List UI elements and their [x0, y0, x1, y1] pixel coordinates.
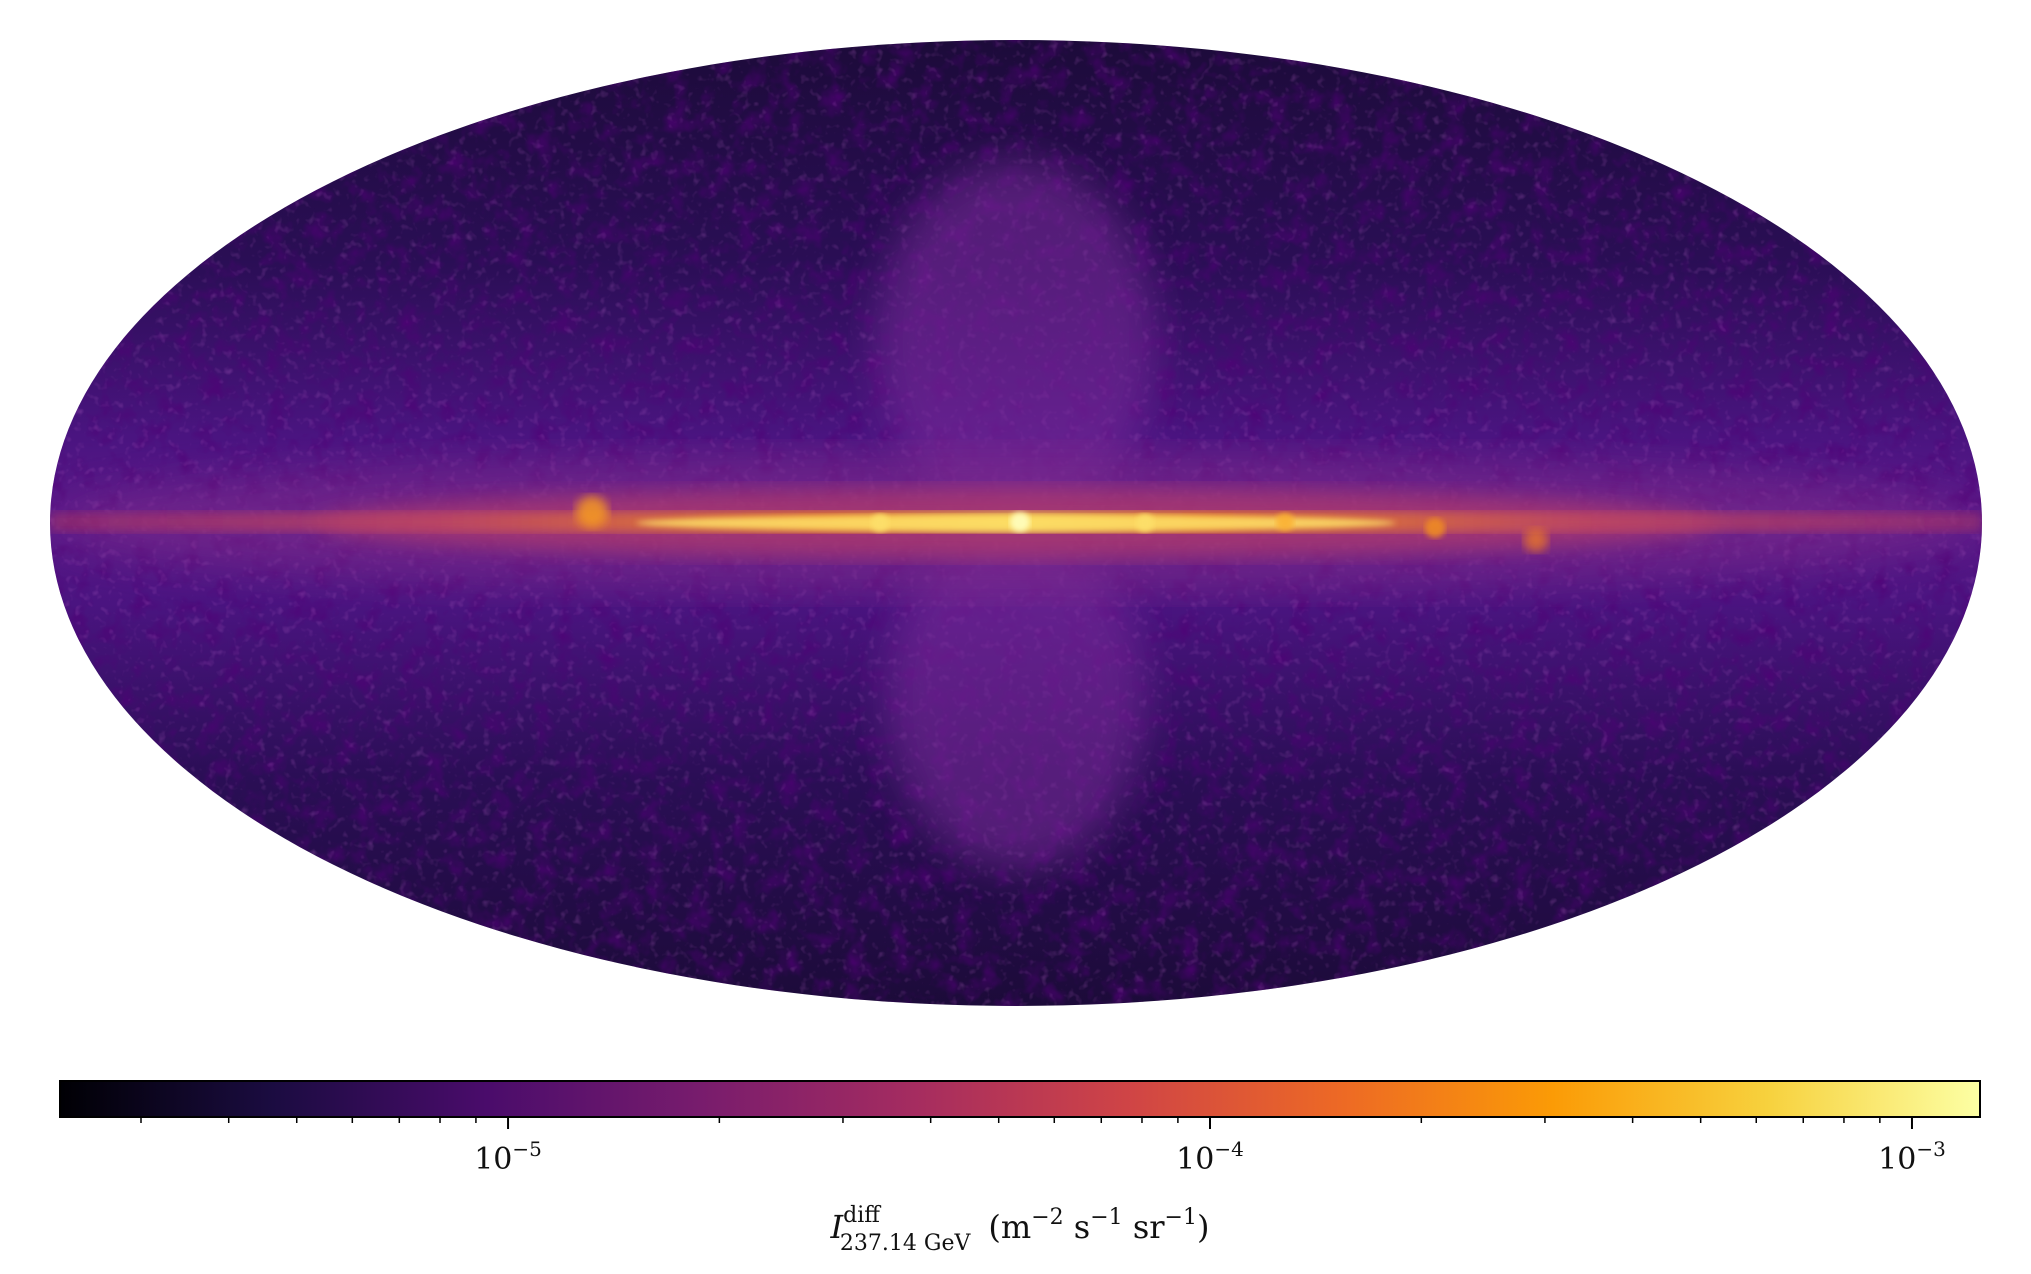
colorbar-tick-label-exponent: −4	[1214, 1137, 1243, 1161]
colorbar-label-exp2: −1	[1090, 1205, 1122, 1230]
colorbar-label-mid2: sr	[1123, 1208, 1166, 1246]
sky-map	[50, 40, 1982, 1006]
colorbar-tick-label-exponent: −3	[1916, 1137, 1945, 1161]
colorbar-tick-label-exponent: −5	[512, 1137, 541, 1161]
colorbar-tick-label-base: 10	[1878, 1142, 1916, 1177]
colorbar-label-units-close: )	[1197, 1208, 1209, 1246]
colorbar-major-ticks	[507, 1117, 1913, 1129]
colorbar-label-exp1: −2	[1031, 1205, 1063, 1230]
colorbar-tick-labels: 10−5 10−4 10−3	[474, 1137, 1946, 1177]
colorbar-tick-label: 10−4	[1176, 1137, 1244, 1177]
colorbar-tick-label: 10−3	[1878, 1137, 1946, 1177]
colorbar-label-superscript: diff	[843, 1203, 881, 1228]
colorbar-label-units-open: (m	[988, 1208, 1031, 1246]
colorbar-tick-label: 10−5	[474, 1137, 542, 1177]
colorbar-label-symbol: I	[830, 1208, 845, 1246]
colorbar-label-subscript: 237.14 GeV	[840, 1231, 972, 1256]
colorbar-gradient	[59, 1080, 1981, 1118]
colorbar-tick-label-base: 10	[1176, 1142, 1214, 1177]
colorbar-label-mid1: s	[1064, 1208, 1091, 1246]
colorbar-label: Idiff 237.14 GeV (m−2 s−1 sr−1)	[830, 1203, 1210, 1256]
colorbar-label-exp3: −1	[1165, 1205, 1197, 1230]
colorbar-minor-ticks	[140, 1117, 1881, 1123]
colorbar-tick-label-base: 10	[474, 1142, 512, 1177]
